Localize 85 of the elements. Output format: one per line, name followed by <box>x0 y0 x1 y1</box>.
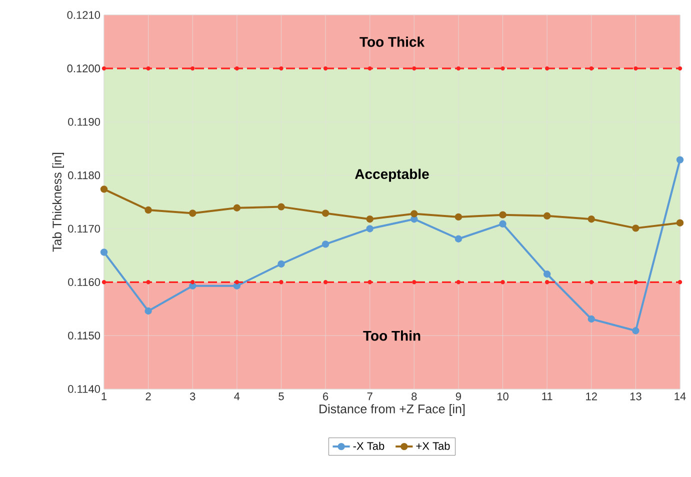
point <box>456 66 461 71</box>
point <box>144 307 152 315</box>
y-tick-label: 0.1150 <box>68 332 100 340</box>
x-tick-label: 12 <box>586 392 597 400</box>
point <box>632 224 640 232</box>
point <box>146 66 150 71</box>
y-tick-label: 0.1210 <box>67 11 100 19</box>
point <box>279 280 284 284</box>
point <box>676 219 684 226</box>
x-tick-label: 8 <box>412 392 417 400</box>
x-tick-label: 14 <box>674 392 686 400</box>
point <box>322 240 330 248</box>
point <box>412 66 416 71</box>
point <box>454 235 462 242</box>
point <box>278 203 285 210</box>
point <box>322 210 330 217</box>
point <box>634 280 638 284</box>
point <box>102 66 106 71</box>
point <box>543 212 551 220</box>
point <box>323 66 328 71</box>
point <box>544 66 550 71</box>
point <box>632 327 640 334</box>
point <box>589 66 594 71</box>
point <box>500 280 505 284</box>
legend-label: +X Tab <box>416 442 450 450</box>
point <box>366 216 374 223</box>
point <box>500 66 505 71</box>
y-tick-label: 0.1170 <box>68 224 100 233</box>
point <box>454 213 462 221</box>
legend-label: -X Tab <box>353 442 384 450</box>
x-tick-label: 10 <box>497 392 508 400</box>
point <box>234 66 240 71</box>
x-tick-label: 2 <box>146 392 151 400</box>
point <box>543 270 551 278</box>
point <box>234 280 240 284</box>
x-axis-title: Distance from +Z Face [in] <box>320 404 465 416</box>
point <box>634 66 638 71</box>
point <box>588 315 595 323</box>
y-tick-label: 0.1160 <box>68 278 100 286</box>
band-label: Too Thin <box>363 330 420 341</box>
band-label: Acceptable <box>355 168 429 182</box>
point <box>410 216 418 223</box>
point <box>323 280 328 284</box>
x-tick-label: 3 <box>190 392 196 400</box>
point <box>544 280 550 284</box>
point <box>102 280 106 284</box>
point <box>189 282 196 290</box>
point <box>233 204 241 212</box>
point <box>676 156 684 164</box>
y-tick-label: 0.1140 <box>68 385 100 393</box>
point <box>678 66 682 71</box>
point <box>366 225 374 232</box>
x-tick-label: 5 <box>278 392 284 400</box>
x-tick-label: 13 <box>630 392 642 400</box>
point <box>100 186 108 193</box>
point <box>588 216 595 223</box>
point <box>499 211 506 218</box>
x-tick-label: 6 <box>323 392 328 400</box>
point <box>410 210 418 218</box>
x-tick-label: 9 <box>456 392 462 400</box>
point <box>499 220 506 228</box>
band-label: Too Thick <box>360 36 425 47</box>
point <box>368 280 372 284</box>
point <box>144 206 152 214</box>
point <box>233 282 241 290</box>
point <box>279 66 284 71</box>
y-axis-title: Tab Thickness [in] <box>52 152 64 252</box>
point <box>412 280 416 284</box>
x-tick-label: 11 <box>542 392 552 400</box>
point <box>678 280 682 284</box>
point <box>278 260 285 268</box>
point <box>456 280 461 284</box>
x-tick-label: 7 <box>367 392 372 400</box>
point <box>589 280 594 284</box>
point <box>368 66 372 71</box>
point <box>100 248 108 256</box>
y-tick-label: 0.1200 <box>67 64 100 72</box>
point <box>146 280 150 284</box>
x-tick-label: 4 <box>234 392 240 400</box>
point <box>190 280 195 284</box>
y-tick-label: 0.1180 <box>68 171 100 180</box>
point <box>190 66 195 71</box>
point <box>189 210 196 217</box>
x-tick-label: 1 <box>102 392 107 400</box>
y-tick-label: 0.1190 <box>68 118 100 126</box>
